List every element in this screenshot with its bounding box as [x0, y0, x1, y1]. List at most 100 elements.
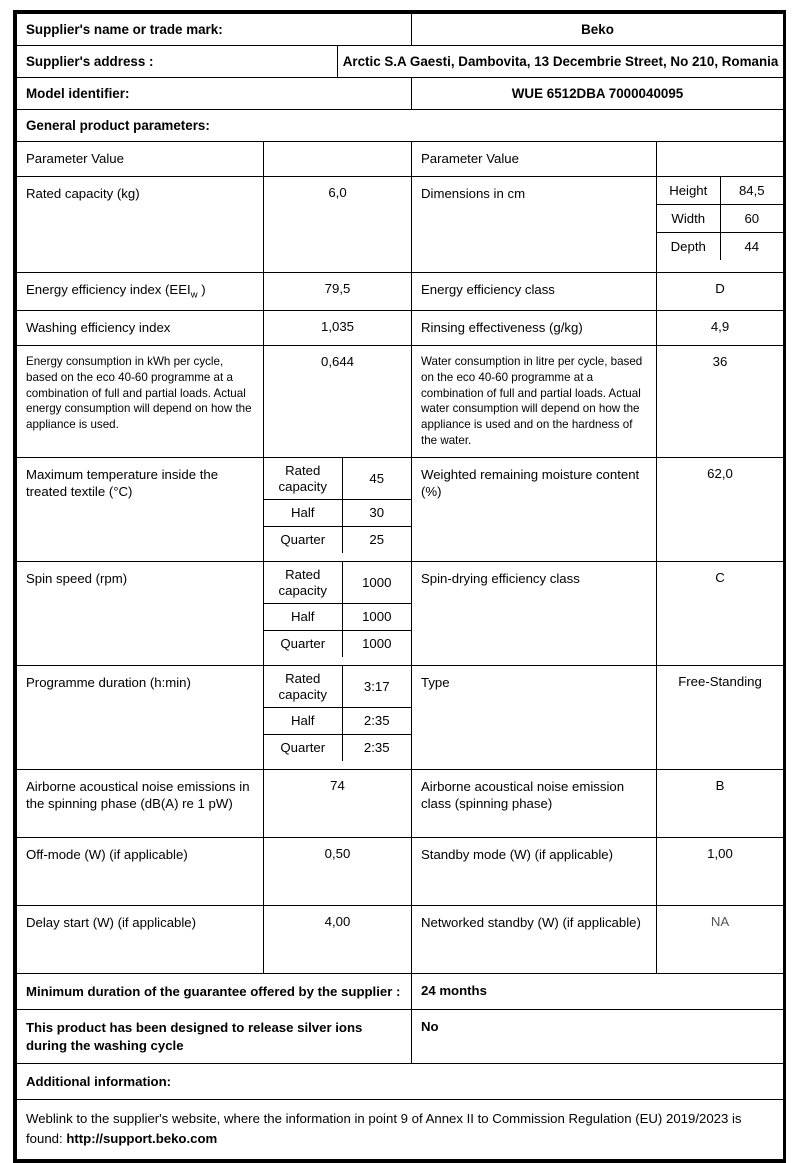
table-row-spin-speed: Spin speed (rpm) Rated capacity 1000 Hal… [16, 560, 785, 666]
rated-capacity-label: Rated capacity (kg) [26, 185, 140, 201]
spin-speed-key-rated: Rated capacity [264, 561, 343, 605]
type-value: Free-Standing [678, 673, 762, 689]
table-row-guarantee: Minimum duration of the guarantee offere… [16, 972, 785, 1011]
silver-ions-label: This product has been designed to releas… [26, 1020, 363, 1053]
programme-duration-key-rated: Rated capacity [264, 665, 343, 709]
table-row-additional-information: Additional information: [15, 1062, 785, 1101]
weblink-text-block: Weblink to the supplier's website, where… [17, 1100, 783, 1158]
energy-consumption-label: Energy consumption in kWh per cycle, bas… [26, 355, 252, 432]
noise-class-value: B [715, 777, 725, 793]
product-information-sheet: Supplier's name or trade mark: Beko Supp… [13, 10, 786, 1163]
table-row-silver-ions: This product has been designed to releas… [16, 1009, 785, 1064]
programme-duration-key-quarter: Quarter [264, 734, 343, 762]
table-row-weblink: Weblink to the supplier's website, where… [15, 1099, 785, 1160]
table-row-washing-efficiency-index: Washing efficiency index 1,035 Rinsing e… [16, 310, 785, 347]
table-row-supplier-address: Supplier's address : Arctic S.A Gaesti, … [16, 45, 785, 78]
programme-duration-value-quarter: 2:35 [341, 734, 411, 762]
spin-speed-row-rated: Rated capacity 1000 [264, 561, 411, 605]
table-row-general-parameters: General product parameters: [15, 109, 785, 142]
table-row-max-temperature: Maximum temperature inside the treated t… [16, 456, 785, 562]
max-temperature-value-rated: 45 [341, 457, 411, 501]
standby-mode-label: Standby mode (W) (if applicable) [421, 846, 614, 862]
programme-duration-row-rated: Rated capacity 3:17 [264, 665, 411, 709]
max-temperature-row-rated: Rated capacity 45 [264, 457, 411, 501]
table-row-energy-consumption: Energy consumption in kWh per cycle, bas… [16, 345, 785, 458]
spin-speed-label: Spin speed (rpm) [26, 570, 128, 586]
programme-duration-value-half: 2:35 [341, 707, 411, 736]
dimensions-key-height: Height [657, 176, 721, 205]
supplier-address-label: Supplier's address : [26, 54, 154, 69]
programme-duration-subtable: Rated capacity 3:17 Half 2:35 Quarter 2:… [264, 665, 411, 762]
standby-mode-value: 1,00 [707, 845, 733, 861]
dimensions-value-height: 84,5 [719, 176, 784, 205]
weblink-url[interactable]: http://support.beko.com [66, 1130, 218, 1146]
rated-capacity-value: 6,0 [328, 184, 347, 200]
programme-duration-value-rated: 3:17 [341, 665, 411, 709]
spin-drying-class-value: C [715, 569, 725, 585]
spin-speed-value-half: 1000 [341, 603, 411, 632]
eei-label: Energy efficiency index (EEIw ) [26, 281, 206, 301]
programme-duration-row-half: Half 2:35 [264, 707, 411, 736]
column-header-right-value [657, 142, 783, 176]
noise-value: 74 [330, 777, 345, 793]
max-temperature-value-half: 30 [341, 499, 411, 528]
guarantee-value: 24 months [421, 982, 487, 998]
max-temperature-value-quarter: 25 [341, 526, 411, 554]
energy-class-value: D [715, 280, 725, 296]
energy-class-label: Energy efficiency class [421, 281, 555, 297]
general-parameters-label: General product parameters: [26, 118, 210, 133]
product-parameters-table: Supplier's name or trade mark: Beko Supp… [15, 13, 785, 1160]
programme-duration-label: Programme duration (h:min) [26, 674, 191, 690]
delay-start-label: Delay start (W) (if applicable) [26, 914, 197, 930]
table-row-supplier-name: Supplier's name or trade mark: Beko [16, 13, 785, 46]
water-consumption-label: Water consumption in litre per cycle, ba… [421, 355, 643, 447]
dimensions-subtable: Height 84,5 Width 60 Depth 44 [657, 176, 784, 260]
spin-speed-key-half: Half [264, 603, 343, 632]
max-temperature-subtable: Rated capacity 45 Half 30 Quarter 25 [264, 457, 411, 554]
dimensions-key-width: Width [657, 203, 721, 233]
table-row-model-identifier: Model identifier: WUE 6512DBA 7000040095 [16, 77, 785, 110]
off-mode-value: 0,50 [324, 845, 351, 861]
energy-consumption-value: 0,644 [320, 354, 354, 370]
column-header-left: Parameter Value [26, 151, 124, 166]
table-row-energy-efficiency-index: Energy efficiency index (EEIw ) 79,5 Ene… [16, 271, 785, 312]
column-header-left-value [264, 142, 411, 176]
max-temperature-label: Maximum temperature inside the treated t… [26, 466, 219, 500]
table-row-off-mode: Off-mode (W) (if applicable) 0,50 Standb… [16, 836, 785, 906]
additional-information-label: Additional information: [26, 1073, 172, 1089]
spin-speed-value-quarter: 1000 [341, 630, 411, 658]
eei-value: 79,5 [324, 280, 351, 296]
table-row-column-headers: Parameter Value Parameter Value [16, 141, 785, 177]
dimensions-value-depth: 44 [719, 231, 784, 260]
moisture-label: Weighted remaining moisture content (%) [421, 466, 640, 500]
dimensions-key-depth: Depth [657, 231, 721, 260]
table-row-noise: Airborne acoustical noise emissions in t… [16, 768, 785, 838]
max-temperature-key-rated: Rated capacity [264, 457, 343, 501]
max-temperature-row-half: Half 30 [264, 499, 411, 528]
dimensions-row-height: Height 84,5 [657, 176, 784, 205]
dimensions-row-depth: Depth 44 [657, 231, 784, 260]
noise-class-label: Airborne acoustical noise emission class… [421, 778, 625, 812]
spin-speed-subtable: Rated capacity 1000 Half 1000 Quarter 10… [264, 561, 411, 658]
table-row-programme-duration: Programme duration (h:min) Rated capacit… [16, 664, 785, 770]
dimensions-value-width: 60 [719, 203, 784, 233]
networked-standby-value: NA [710, 913, 730, 929]
programme-duration-key-half: Half [264, 707, 343, 736]
max-temperature-row-quarter: Quarter 25 [264, 526, 411, 554]
washing-index-label: Washing efficiency index [26, 320, 171, 336]
max-temperature-key-half: Half [264, 499, 343, 528]
spin-speed-key-quarter: Quarter [264, 630, 343, 658]
noise-label: Airborne acoustical noise emissions in t… [26, 778, 250, 812]
guarantee-label: Minimum duration of the guarantee offere… [26, 983, 401, 999]
off-mode-label: Off-mode (W) (if applicable) [26, 846, 188, 862]
spin-drying-class-label: Spin-drying efficiency class [421, 570, 580, 586]
moisture-value: 62,0 [707, 465, 733, 481]
table-row-rated-capacity: Rated capacity (kg) 6,0 Dimensions in cm… [16, 175, 785, 273]
dimensions-row-width: Width 60 [657, 203, 784, 233]
spin-speed-row-half: Half 1000 [264, 603, 411, 632]
delay-start-value: 4,00 [324, 913, 351, 929]
model-identifier-value: WUE 6512DBA 7000040095 [511, 86, 684, 101]
silver-ions-value: No [421, 1019, 439, 1035]
model-identifier-label: Model identifier: [26, 86, 130, 101]
supplier-address-value: Arctic S.A Gaesti, Dambovita, 13 Decembr… [342, 54, 779, 69]
